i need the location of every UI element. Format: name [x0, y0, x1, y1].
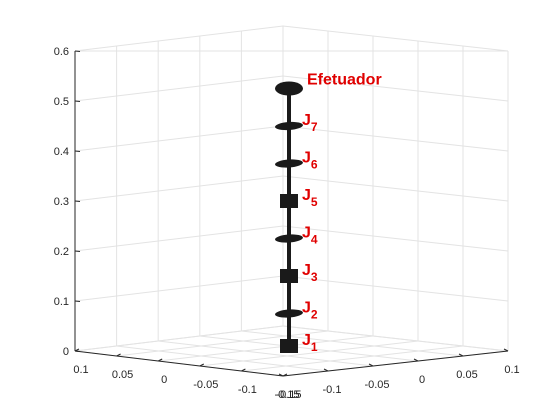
floor-grid-line: [241, 345, 464, 372]
robot-arm: [275, 81, 303, 353]
x-tick-label: 0: [161, 374, 167, 386]
z-tick-mark: [74, 250, 81, 252]
y-tick-mark: [503, 348, 509, 352]
z-tick-mark: [74, 50, 81, 52]
x-tick-mark: [199, 363, 205, 367]
z-tick-label: 0: [63, 346, 69, 358]
axes-layer: 0 0.1 0.2 0.3 0.4 0.5 0.6 0.1 0.05 0 -0.05 -0.1 -0.1…: [54, 46, 520, 401]
y-tick-mark: [368, 363, 374, 367]
y-tick-label: -0.05: [364, 379, 389, 391]
joint-disc-4: [275, 234, 303, 243]
joint-label-7: J7: [302, 112, 318, 134]
x-tick-mark: [116, 353, 121, 357]
z-tick-mark: [74, 100, 81, 102]
y-tick-label: -0.15: [274, 389, 299, 401]
x-tick-mark: [157, 358, 163, 362]
joint-label-2: J2: [302, 300, 318, 322]
joint-labels: J1 J2 J3 J4 J5 J6 J7 Efetuador: [302, 72, 382, 355]
joint-label-6: J6: [302, 150, 318, 172]
x-tick-label: 0.1: [73, 364, 88, 376]
joint-box-5: [280, 194, 298, 208]
z-tick-label: 0.5: [54, 96, 69, 108]
floor-grid-line: [74, 325, 284, 352]
y-tick-mark: [413, 358, 419, 362]
z-tick-label: 0.1: [54, 296, 69, 308]
joint-label-1: J1: [302, 332, 318, 354]
y-tick-label: -0.1: [323, 384, 342, 396]
z-tick-mark: [74, 200, 81, 202]
x-tick-mark: [241, 368, 246, 372]
y-tick-label: 0.05: [456, 369, 477, 381]
x-tick-label: -0.1: [238, 384, 257, 396]
floor-grid-line: [116, 330, 329, 357]
x-tick-mark: [74, 348, 80, 352]
floor-grid-line: [241, 330, 464, 357]
floor-grid-line: [199, 335, 419, 362]
x-axis-line: [74, 350, 284, 377]
x-tick-label: -0.15: [276, 389, 301, 401]
y-tick-mark: [458, 353, 464, 357]
end-effector-marker: [275, 81, 303, 96]
joint-label-4: J4: [302, 225, 318, 247]
joint-box-1: [280, 339, 298, 353]
joint-box-3: [280, 269, 298, 283]
z-tick-label: 0.3: [54, 196, 69, 208]
z-grid-line: [74, 25, 509, 52]
z-tick-label: 0.4: [54, 146, 69, 158]
floor-grid-line: [116, 345, 329, 372]
joint-label-3: J3: [302, 262, 318, 284]
x-tick-label: 0.05: [112, 369, 133, 381]
z-tick-label: 0.6: [54, 46, 69, 58]
x-tick-mark: [282, 373, 288, 377]
floor-grid-line: [158, 340, 374, 367]
y-tick-label: 0: [419, 374, 425, 386]
floor-grid-line: [158, 335, 374, 362]
joint-disc-6: [275, 159, 303, 168]
z-tick-mark: [74, 150, 81, 152]
y-tick-label: 0.1: [504, 364, 519, 376]
y-axis-line: [282, 350, 509, 377]
z-tick-label: 0.2: [54, 246, 69, 258]
joint-label-5: J5: [302, 187, 318, 209]
grid-layer: [74, 25, 509, 377]
x-tick-label: -0.05: [193, 379, 218, 391]
y-tick-mark: [278, 373, 284, 377]
joint-disc-7: [275, 121, 303, 131]
y-tick-mark: [323, 368, 329, 372]
floor-grid-line: [199, 340, 419, 367]
floor-grid-line: [282, 325, 509, 352]
joint-disc-2: [275, 309, 303, 318]
end-effector-label: Efetuador: [307, 72, 382, 89]
z-tick-mark: [74, 300, 81, 302]
